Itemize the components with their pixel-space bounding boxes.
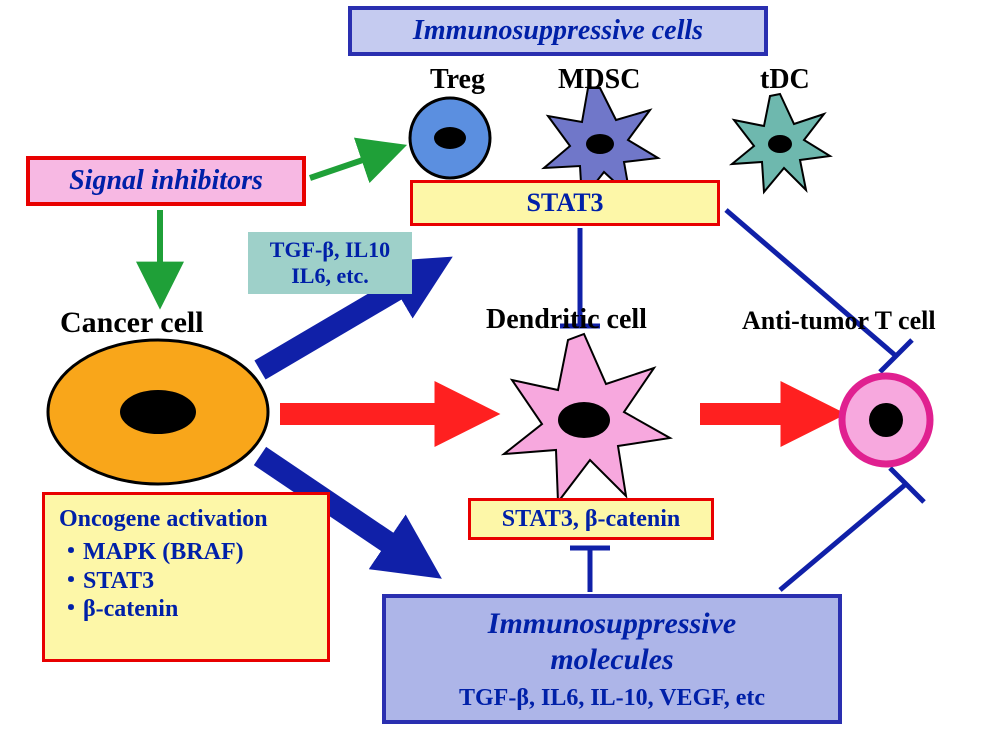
- dc-stat3-text: STAT3, β-catenin: [502, 506, 680, 533]
- dendritic-cell-icon: [504, 334, 670, 502]
- inhibit-molecules-to-tcell: [780, 468, 924, 590]
- immunomol-title2: molecules: [550, 642, 673, 678]
- inhibit-molecules-to-dc: [570, 548, 610, 592]
- oncogene-item-1: ・STAT3: [59, 567, 154, 596]
- cytokine-line1: TGF-β, IL10: [270, 237, 390, 263]
- oncogene-item-2: ・β-catenin: [59, 595, 178, 624]
- mdsc-label: MDSC: [558, 64, 640, 96]
- cytokine-line2: IL6, etc.: [291, 263, 369, 289]
- oncogene-box: Oncogene activation ・MAPK (BRAF) ・STAT3 …: [42, 492, 330, 662]
- cancer-cell-label: Cancer cell: [60, 306, 204, 340]
- immunomol-title1: Immunosuppressive: [488, 606, 736, 642]
- inhibit-suppressive-to-tcell: [726, 210, 912, 372]
- cytokine-box: TGF-β, IL10 IL6, etc.: [248, 232, 412, 294]
- dendritic-cell-label: Dendritic cell: [486, 304, 647, 336]
- cancer-cell-icon: [48, 340, 268, 484]
- oncogene-item-0: ・MAPK (BRAF): [59, 538, 244, 567]
- stat3-text: STAT3: [526, 188, 603, 218]
- tcell-label: Anti-tumor T cell: [742, 306, 936, 336]
- treg-label: Treg: [430, 64, 485, 96]
- treg-cell-icon: [410, 98, 490, 178]
- tcell-icon: [842, 376, 930, 464]
- immunosuppressive-cells-title: Immunosuppressive cells: [348, 6, 768, 56]
- tdc-cell-icon: [732, 94, 830, 192]
- title-text: Immunosuppressive cells: [413, 15, 703, 47]
- arrow-signal-to-treg: [310, 148, 398, 178]
- immunosuppressive-molecules-box: Immunosuppressive molecules TGF-β, IL6, …: [382, 594, 842, 724]
- tdc-label: tDC: [760, 64, 810, 96]
- dc-stat3-box: STAT3, β-catenin: [468, 498, 714, 540]
- oncogene-title: Oncogene activation: [59, 505, 268, 534]
- stat3-box: STAT3: [410, 180, 720, 226]
- signal-inhibitors-box: Signal inhibitors: [26, 156, 306, 206]
- immunomol-sub: TGF-β, IL6, IL-10, VEGF, etc: [459, 684, 765, 713]
- signal-inhibitors-text: Signal inhibitors: [69, 165, 263, 197]
